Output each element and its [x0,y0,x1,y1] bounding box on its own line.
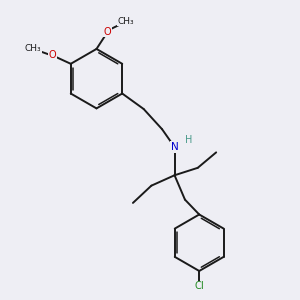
Text: O: O [49,50,56,61]
Text: O: O [104,27,112,37]
Text: N: N [171,142,178,152]
Text: H: H [185,136,193,146]
Text: Cl: Cl [194,281,204,291]
Text: CH₃: CH₃ [25,44,41,53]
Text: CH₃: CH₃ [118,17,134,26]
